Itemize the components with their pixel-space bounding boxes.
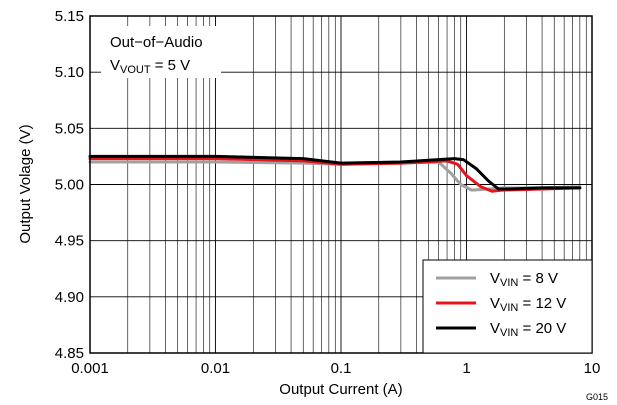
plot-frame [89, 15, 593, 354]
x-tick-label: 0.001 [71, 360, 109, 377]
x-tick-label: 1 [462, 360, 470, 377]
y-tick-label: 5.15 [55, 8, 84, 25]
y-tick-label: 4.95 [55, 233, 84, 250]
y-tick-label: 4.90 [55, 289, 84, 306]
annotation-line-1: Out−of−Audio [110, 34, 203, 51]
legend-label: VVIN = 12 V [490, 295, 566, 314]
y-tick-label: 5.00 [55, 177, 84, 194]
series-lines [88, 154, 582, 193]
legend-label: VVIN = 20 V [490, 320, 566, 339]
series-line [88, 154, 582, 191]
x-tick-label: 0.01 [201, 360, 230, 377]
x-axis-title: Output Current (A) [279, 381, 402, 398]
annotation-box [101, 26, 221, 78]
annotation-line-2: VVOUT = 5 V [110, 57, 190, 76]
y-axis-title: Output Volage (V) [17, 124, 34, 243]
figure-code: G015 [586, 392, 608, 402]
y-tick-label: 4.85 [55, 345, 84, 362]
legend-box [422, 259, 593, 354]
y-tick-label: 5.10 [55, 64, 84, 81]
legend: VVIN = 8 V VVIN = 12 V VVIN = 20 V [422, 259, 593, 354]
x-tick-labels: 0.001 0.01 0.1 1 10 [71, 360, 600, 377]
y-tick-labels: 4.85 4.90 4.95 5.00 5.05 5.10 5.15 [55, 8, 84, 362]
legend-label: VVIN = 8 V [490, 270, 558, 289]
x-tick-label: 0.1 [331, 360, 352, 377]
x-tick-label: 10 [584, 360, 601, 377]
y-tick-label: 5.05 [55, 120, 84, 137]
annotation: Out−of−Audio VVOUT = 5 V [110, 34, 203, 76]
